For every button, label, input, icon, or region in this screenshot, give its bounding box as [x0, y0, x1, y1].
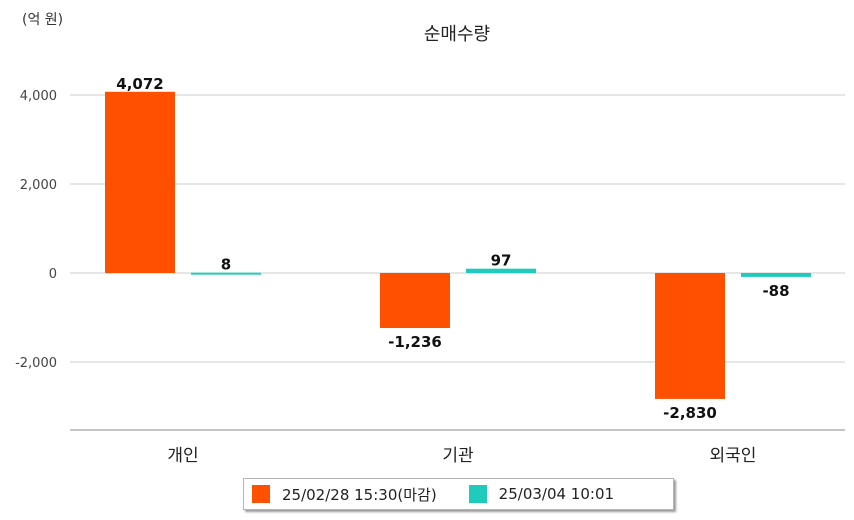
unit-label: (억 원): [22, 12, 64, 28]
x-tick-label: 기관: [442, 446, 473, 466]
legend-swatch-series-2: [468, 485, 487, 503]
data-label: 4,072: [116, 75, 163, 93]
x-tick-label: 개인: [167, 446, 198, 466]
y-tick-label: 0: [49, 267, 57, 282]
y-tick-label: 4,000: [20, 89, 57, 104]
data-label: -88: [762, 282, 789, 300]
data-labels: 4,072 8 -1,236 97 -2,830 -88: [116, 75, 789, 422]
bars: [105, 91, 811, 399]
data-label: -1,236: [388, 333, 442, 351]
legend-label-series-2: 25/03/04 10:01: [498, 485, 615, 503]
x-axis: 개인 기관 외국인: [70, 429, 845, 466]
y-axis-ticks: 4,000 2,000 0 -2,000: [15, 89, 57, 371]
legend-item-series-2[interactable]: 25/03/04 10:01: [468, 485, 615, 503]
legend-label-series-1: 25/02/28 15:30(마감): [282, 485, 437, 504]
data-label: -2,830: [663, 404, 717, 422]
bar-2-1[interactable]: [191, 272, 261, 275]
legend: 25/02/28 15:30(마감) 25/03/04 10:01: [243, 478, 674, 510]
data-label: 8: [221, 256, 231, 274]
grid-lines: [70, 94, 845, 363]
chart-title: 순매수량: [423, 24, 491, 45]
y-tick-label: -2,000: [15, 356, 57, 371]
data-label: 97: [491, 252, 512, 270]
x-tick-label: 외국인: [710, 446, 757, 466]
bar-2-2[interactable]: [466, 268, 536, 273]
bar-2-3[interactable]: [741, 273, 811, 277]
legend-item-series-1[interactable]: 25/02/28 15:30(마감): [252, 484, 437, 505]
y-tick-label: 2,000: [20, 178, 57, 193]
bar-chart: 4,000 2,000 0 -2,000 4,072 8 -1,236 97 -2,830 -8…: [15, 75, 845, 466]
bar-1-2[interactable]: [380, 273, 450, 329]
bar-1-3[interactable]: [655, 273, 725, 399]
legend-swatch-series-1: [252, 485, 270, 503]
bar-1-1[interactable]: [105, 91, 175, 274]
